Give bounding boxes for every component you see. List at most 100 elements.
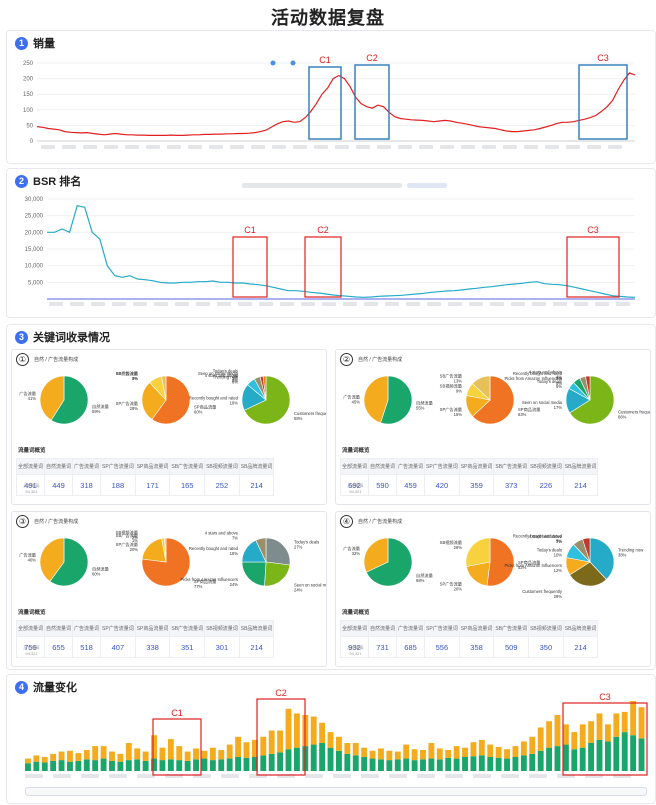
pie-slice-label: 广告流量 [343, 545, 360, 552]
pie-slice-value: 3% [556, 376, 562, 381]
pie-slice-label: SB广告流量 [440, 372, 462, 379]
pie-slice-value: 18% [230, 551, 239, 556]
highlight-box [566, 236, 620, 298]
bar-segment-green [520, 755, 527, 771]
blurred-x-tick [361, 774, 379, 778]
cell-value: 932 [348, 642, 361, 652]
bar-segment-orange [470, 742, 477, 757]
cell-value: 509 [504, 642, 518, 652]
table-cell: 188 [100, 474, 136, 496]
pie-slice-label: 自然流量 [416, 572, 433, 579]
pie-slice [589, 537, 615, 580]
bar-segment-green [344, 753, 351, 771]
blurred-x-tick [364, 302, 378, 306]
blurred-x-tick [70, 302, 84, 306]
pie-slice-label: SP广告流量 [440, 406, 462, 413]
pie-slice-label: 自然流量 [92, 403, 109, 410]
blurred-x-tick [445, 774, 463, 778]
table-title: 流量词概览 [18, 610, 46, 616]
pie-slice-value: 40% [28, 557, 37, 562]
table-cell: 318 [72, 474, 102, 496]
pie-slice-label: Today's deals [537, 379, 562, 384]
table-cell: 214 [562, 474, 599, 496]
table-header-row: 全部流量词 自然流量词 广告流量词 SP广告流量词 SP商品流量词 SB广告流量词 SB视频… [15, 620, 275, 637]
pie-slice-label: Today's deals [537, 548, 562, 553]
bar-segment-green [596, 739, 603, 771]
bar-segment-orange [621, 711, 628, 733]
blurred-x-tick [377, 145, 391, 149]
table-header-cell: 自然流量词 [44, 620, 74, 637]
pie-slice-value: 9% [132, 376, 138, 381]
pie-slice-label: SP商品流量 [518, 559, 540, 566]
bar-segment-green [268, 753, 275, 771]
bar-segment-orange [436, 748, 443, 760]
bar-segment-green [537, 750, 544, 771]
table-cell: 338 [134, 636, 171, 658]
chart-zoom-scrollbar[interactable] [25, 787, 647, 796]
pie-slice-value: 60% [92, 572, 101, 577]
pie-slice [164, 537, 167, 563]
table-header-cell: 全部流量词 [339, 620, 370, 637]
keyword-section: 3 关键词收录情况 ① 自然 / 广告流量构成 自然流量 59% 广告流量 41% SP商品… [6, 324, 656, 670]
pie-slice [241, 561, 267, 587]
highlight-box [232, 236, 268, 298]
blurred-x-tick [53, 774, 71, 778]
bar-segment-orange [310, 716, 317, 745]
pie-slice-value: 68% [416, 578, 425, 583]
bar-segment-orange [83, 750, 90, 760]
bsr-section: 2 BSR 排名 30,000 25,000 20,000 15,000 10,000 5… [6, 168, 656, 318]
bar-segment-green [436, 759, 443, 771]
pie-slice-value: 66% [618, 414, 627, 419]
bar-segment-green [588, 743, 595, 771]
bar-segment-green [151, 758, 157, 771]
pie-slice-value: 2% [232, 376, 238, 381]
table-cell: 556 [424, 636, 460, 658]
blurred-x-tick [104, 145, 118, 149]
cell-value: 188 [111, 480, 125, 490]
y-tick-label: 15,000 [25, 247, 44, 253]
pie-slice-label: Recently bought and rated [513, 533, 563, 538]
y-tick-label: 20,000 [25, 230, 44, 236]
highlight-box [304, 236, 342, 298]
blurred-x-tick [417, 774, 435, 778]
blurred-x-tick [209, 145, 223, 149]
bar-segment-green [630, 735, 637, 771]
table-cell: 590 [368, 474, 398, 496]
bar-segment-orange [596, 713, 603, 740]
pie-slice [49, 537, 89, 587]
table-header-row: 全部流量词 自然流量词 广告流量词 SP广告流量词 SP商品流量词 SB广告流量词 SB视频… [339, 620, 599, 637]
bar-segment-green [176, 760, 183, 771]
bar-segment-green [621, 732, 628, 771]
pie-slice-label: Customers frequently [522, 589, 563, 594]
table-header-cell: SP广告流量词 [100, 458, 136, 475]
cell-subnote: 历史最高94,321 [347, 483, 364, 494]
y-tick-label: 200 [23, 77, 34, 83]
cell-value: 301 [215, 642, 229, 652]
cell-value: 214 [250, 642, 263, 652]
blurred-x-tick [448, 302, 462, 306]
pie-slice-label: Trending now [213, 374, 239, 379]
bar-segment-orange [201, 750, 208, 759]
pie-slice [585, 375, 591, 401]
cell-value: 420 [435, 480, 449, 490]
pie-slice [472, 375, 515, 425]
bar-segment-green [462, 757, 468, 771]
pie-slice-label: 自然流量 [416, 399, 433, 406]
table-row: 759 历史最高94,321 655 518 407 338 351 301 214 [15, 636, 275, 658]
section-title: 销量 [33, 38, 55, 50]
bar-segment-orange [562, 724, 569, 745]
table-cell: 351 [169, 636, 206, 658]
y-tick-label: 100 [23, 108, 34, 114]
cell-value: 338 [146, 642, 159, 652]
table-header-cell: 广告流量词 [72, 620, 102, 637]
section-title: 关键词收录情况 [33, 332, 110, 344]
bar-segment-green [83, 759, 90, 771]
table-cell: 509 [493, 636, 530, 658]
blurred-x-tick [41, 145, 55, 149]
bar-segment-green [579, 747, 586, 771]
blurred-x-tick [529, 774, 547, 778]
bar-segment-green [336, 750, 342, 771]
bar-segment-green [529, 753, 536, 771]
pie-slice-label: SB广告流量 [116, 532, 138, 539]
table-header-cell: 自然流量词 [368, 620, 398, 637]
